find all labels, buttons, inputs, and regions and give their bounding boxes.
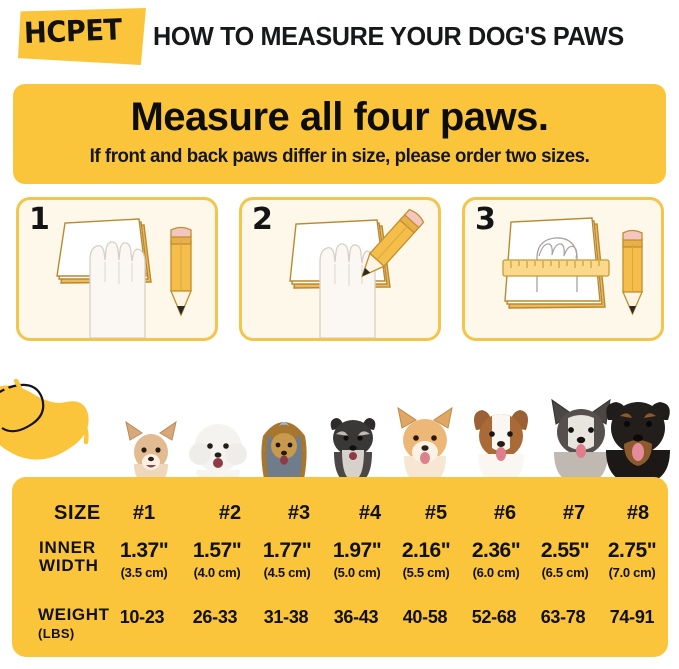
paw-shape [89,241,146,338]
inner-width-cm-6: (6.0 cm) [472,565,520,580]
row-label-weight-text: WEIGHT [38,605,110,624]
inner-width-in-5: 2.16" [401,539,451,562]
inner-width-cm-8: (7.0 cm) [608,565,656,580]
inner-width-in-1: 1.37" [119,539,169,562]
weight-cell-8: 74-91 [609,607,655,627]
weight-cell-1: 10-23 [119,607,165,627]
brand-name: HCPET [23,12,123,50]
pencil-shape [170,226,192,317]
dog-portrait-schnauzer [330,418,376,484]
dog-portrait-australian-shepherd [474,410,528,484]
inner-width-cm-4: (5.0 cm) [333,565,381,580]
banner-subtext: If front and back paws differ in size, p… [89,146,590,167]
inner-width-cm-5: (5.5 cm) [402,565,450,580]
step-number: 1 [29,202,50,237]
step-card-1: 1 [16,197,218,341]
size-cell-7: #7 [562,502,586,524]
dog-portrait-bichon-frise [189,424,247,484]
row-label-weight: WEIGHT (LBS) [38,605,110,641]
row-label-weight-unit: (LBS) [38,626,75,641]
size-cell-2: #2 [218,502,242,524]
instruction-banner: Measure all four paws. If front and back… [13,84,666,184]
inner-width-in-2: 1.57" [192,539,242,562]
weight-cell-4: 36-43 [333,607,379,627]
inner-width-in-8: 2.75" [607,539,657,562]
brand-badge [18,8,146,65]
inner-width-cm-2: (4.0 cm) [193,565,241,580]
weight-cell-6: 52-68 [471,607,517,627]
banner-headline: Measure all four paws. [130,95,549,139]
weight-cell-7: 63-78 [540,607,586,627]
table-row-weight: WEIGHT (LBS) 10-23 26-33 31-38 36-43 40-… [12,605,668,647]
size-cell-6: #6 [493,502,517,524]
inner-width-in-4: 1.97" [332,539,382,562]
size-cell-4: #4 [358,502,382,524]
table-row-inner-width: INNER WIDTH 1.37" (3.5 cm) 1.57" (4.0 cm… [12,539,668,589]
step-number: 2 [252,202,273,237]
row-label-inner-line1: INNER [39,538,96,557]
dog-portrait-alaskan-malamute [551,398,611,484]
pencil-shape [622,229,643,316]
step-2-illustration [289,208,425,338]
dog-portrait-chihuahua [125,420,177,484]
inner-width-in-3: 1.77" [262,539,312,562]
step-card-3: 3 [462,197,664,341]
ruler-shape [502,259,610,277]
dog-portrait-rottweiler [606,402,670,484]
dog-portrait-yorkshire-terrier [261,422,307,484]
row-label-inner-line2: WIDTH [39,556,99,575]
row-label-inner-width: INNER WIDTH [39,539,99,575]
weight-cell-3: 31-38 [263,607,309,627]
size-cell-3: #3 [287,502,311,524]
inner-width-in-7: 2.55" [540,539,590,562]
table-row-size: SIZE #1 #2 #3 #4 #5 #6 #7 #8 [12,502,668,530]
size-cell-1: #1 [132,502,156,524]
paw-shape [319,243,376,338]
inner-width-cm-3: (4.5 cm) [263,565,311,580]
size-cell-5: #5 [424,502,448,524]
page-title: HOW TO MEASURE YOUR DOG'S PAWS [153,21,624,51]
size-chart-table: SIZE #1 #2 #3 #4 #5 #6 #7 #8 INNER WIDTH… [12,477,668,657]
row-label-size: SIZE [54,502,101,524]
step-1-illustration [56,218,192,338]
step-number: 3 [475,202,496,237]
speed-lines [3,378,89,445]
yellow-swoosh-blob-decoration [0,378,89,460]
step-card-2: 2 [239,197,441,341]
weight-cell-5: 40-58 [402,607,448,627]
size-cell-8: #8 [626,502,650,524]
dog-breeds-strip [0,372,679,484]
steps-row: 1 [0,197,679,345]
page-header: HCPET HOW TO MEASURE YOUR DOG'S PAWS [0,0,679,72]
step-3-illustration [502,217,643,316]
inner-width-in-6: 2.36" [471,539,521,562]
inner-width-cm-1: (3.5 cm) [120,565,168,580]
weight-cell-2: 26-33 [192,607,238,627]
dog-portrait-shiba-inu [397,406,453,484]
pencil-shape [361,208,425,278]
inner-width-cm-7: (6.5 cm) [541,565,589,580]
